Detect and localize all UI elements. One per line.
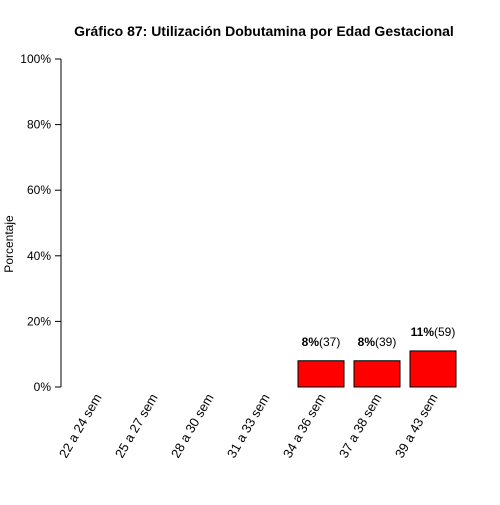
data-label: 8%(39) [358, 335, 397, 349]
x-tick-label: 28 a 30 sem [168, 391, 217, 460]
bar [409, 350, 457, 388]
bar [353, 360, 401, 388]
data-label-count: (59) [434, 325, 455, 339]
data-label: 11%(59) [411, 325, 456, 339]
x-tick-label: 37 a 38 sem [336, 391, 385, 460]
x-tick-label: 25 a 27 sem [112, 391, 161, 460]
y-axis: 0% 20% 40% 60% 80% 100% [20, 52, 61, 394]
y-tick-label: 40% [27, 249, 51, 263]
chart-title: Gráfico 87: Utilización Dobutamina por E… [74, 23, 454, 39]
data-label: 8%(37) [302, 335, 341, 349]
data-label-count: (37) [319, 335, 340, 349]
y-tick-label: 60% [27, 183, 51, 197]
x-axis: 22 a 24 sem 25 a 27 sem 28 a 30 sem 31 a 33… [56, 391, 441, 460]
x-tick-label: 22 a 24 sem [56, 391, 105, 460]
bar [297, 360, 345, 388]
data-labels: 8%(37) 8%(39)11%(59) [302, 325, 456, 349]
y-tick-label: 20% [27, 314, 51, 328]
y-tick-label: 80% [27, 118, 51, 132]
data-label-percent: 8% [358, 335, 376, 349]
bars [297, 350, 457, 388]
data-label-percent: 8% [302, 335, 320, 349]
x-tick-label: 34 a 36 sem [280, 391, 329, 460]
data-label-percent: 11% [411, 325, 435, 339]
x-tick-label: 31 a 33 sem [224, 391, 273, 460]
y-tick-label: 100% [20, 52, 51, 66]
x-tick-label: 39 a 43 sem [392, 391, 441, 460]
data-label-count: (39) [375, 335, 396, 349]
y-tick-label: 0% [34, 380, 52, 394]
y-axis-label: Porcentaje [2, 215, 16, 273]
